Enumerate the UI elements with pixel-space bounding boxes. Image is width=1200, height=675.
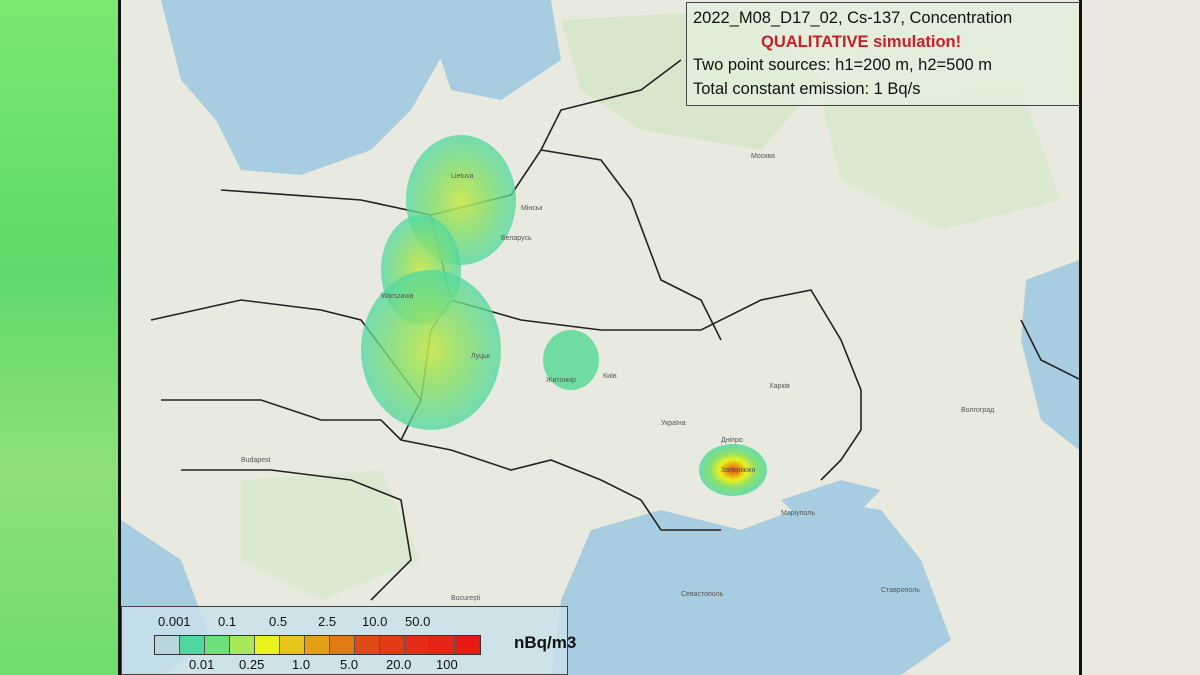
- city-label: Ставрополь: [881, 587, 920, 594]
- legend-tick: 2.5: [318, 614, 337, 629]
- city-label: Мінськ: [521, 204, 543, 212]
- legend-tick: 10.0: [362, 614, 388, 629]
- city-label: Запоріжжя: [721, 466, 756, 474]
- legend-tick: 0.01: [189, 657, 215, 672]
- legend-color-cell: [155, 636, 180, 654]
- legend-tick: 20.0: [386, 657, 412, 672]
- plume-zaporizhzhia: [699, 444, 767, 496]
- legend-tick: 0.1: [218, 614, 237, 629]
- city-label: București: [451, 595, 481, 602]
- background-left-strip: [0, 0, 118, 675]
- city-label: Севастополь: [681, 591, 724, 598]
- legend-tick: 50.0: [405, 614, 431, 629]
- legend-color-cell: [405, 636, 430, 654]
- base-map: Warszawa Київ Москва Мінськ Дніпро Запор…: [121, 0, 1079, 675]
- city-label: Луцьк: [471, 353, 491, 360]
- simulation-title: 2022_M08_D17_02, Cs-137, Concentration: [693, 9, 1013, 27]
- caspian-sea: [1021, 260, 1079, 450]
- city-label: Budapest: [241, 457, 271, 464]
- sea-of-azov: [781, 480, 881, 520]
- city-label: Москва: [751, 153, 775, 160]
- legend-color-cell: [430, 636, 455, 654]
- qualitative-warning: QUALITATIVE simulation!: [761, 32, 962, 51]
- legend-color-cell: [205, 636, 230, 654]
- city-label: Волгоград: [961, 407, 994, 414]
- emission-info: Total constant emission: 1 Bq/s: [693, 79, 921, 98]
- city-label: Харків: [769, 382, 790, 390]
- background-right-strip: [1082, 0, 1200, 675]
- city-label: Lietuva: [451, 173, 474, 180]
- legend-tick: 5.0: [340, 657, 359, 672]
- legend-color-cell: [230, 636, 255, 654]
- city-label: Беларусь: [501, 235, 532, 242]
- legend-color-cell: [180, 636, 205, 654]
- legend-tick: 0.001: [158, 614, 191, 629]
- city-label: Житомир: [546, 377, 576, 384]
- legend-tick: 1.0: [292, 657, 311, 672]
- legend-tick: 0.5: [269, 614, 288, 629]
- legend-tick: 0.25: [239, 657, 265, 672]
- sources-info: Two point sources: h1=200 m, h2=500 m: [693, 56, 993, 74]
- gulf-of-finland: [421, 0, 561, 100]
- baltic-sea: [161, 0, 451, 175]
- legend-color-cell: [305, 636, 330, 654]
- color-legend: 0.001 0.1 0.5 2.5 10.0 50.0 0.01 0.25 1.…: [121, 606, 576, 675]
- city-label: Дніпро: [721, 436, 743, 444]
- legend-tick: 100: [436, 657, 458, 672]
- concentration-map[interactable]: Warszawa Київ Москва Мінськ Дніпро Запор…: [118, 0, 1082, 675]
- legend-color-cell: [455, 636, 480, 654]
- city-label: Warszawa: [381, 293, 414, 300]
- city-label: Україна: [661, 420, 686, 427]
- city-label: Маріуполь: [781, 509, 815, 517]
- plume-north: [361, 135, 516, 430]
- black-sea: [551, 500, 951, 675]
- legend-color-cell: [280, 636, 305, 654]
- legend-color-cell: [330, 636, 355, 654]
- plume-zhytomyr: [543, 330, 599, 390]
- city-label: Київ: [603, 373, 617, 380]
- simulation-info-box: 2022_M08_D17_02, Cs-137, Concentration Q…: [686, 2, 1079, 106]
- legend-color-cell: [255, 636, 280, 654]
- legend-color-bar: [154, 635, 481, 655]
- legend-unit: nBq/m3: [514, 633, 577, 652]
- legend-color-cell: [380, 636, 405, 654]
- legend-color-cell: [355, 636, 380, 654]
